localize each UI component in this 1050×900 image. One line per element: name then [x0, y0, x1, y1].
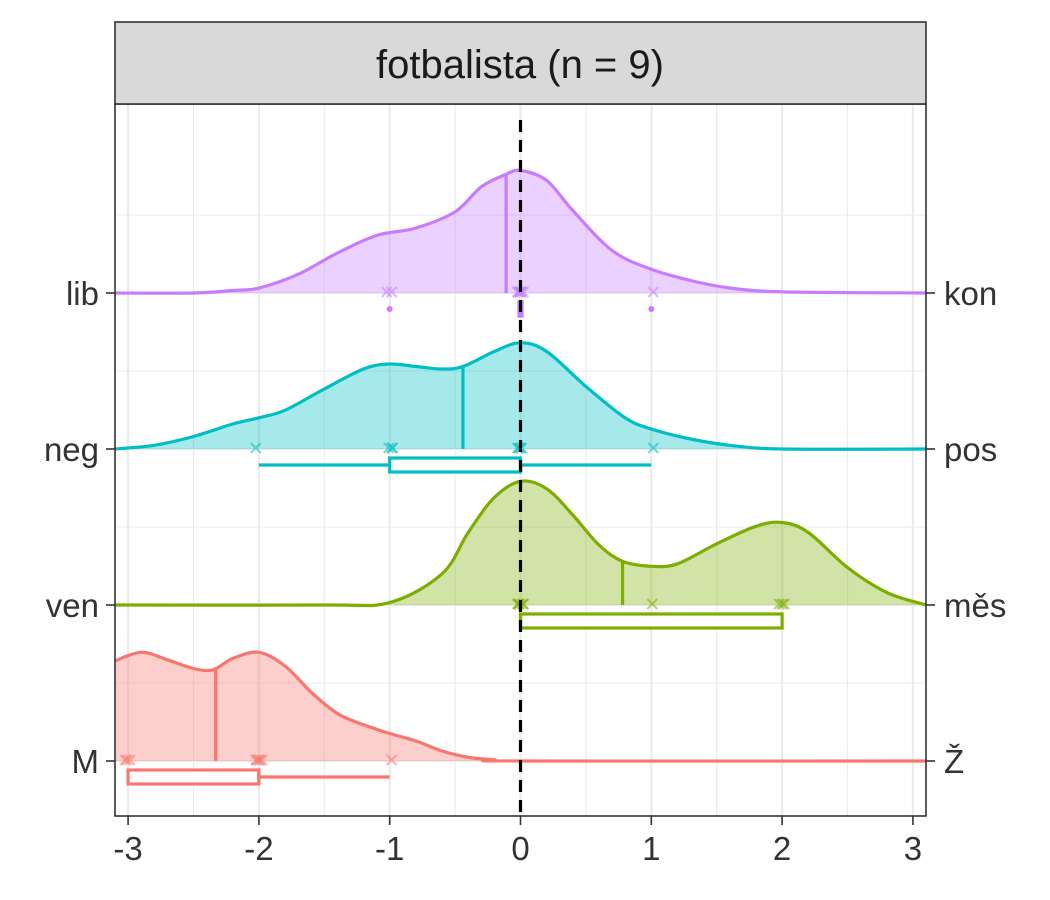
observation-stroke: [253, 754, 265, 766]
observation-point-ven: [778, 598, 790, 610]
observation-point-lib: [380, 286, 393, 298]
observation-point-M: [121, 754, 133, 766]
x-tick-label: -3: [113, 830, 142, 867]
observation-point-lib: [385, 286, 398, 298]
y-label-right-Ž: Ž: [944, 743, 964, 780]
observation-stroke: [776, 598, 788, 610]
observation-stroke: [121, 754, 133, 766]
ridge-neg: [114, 341, 927, 474]
x-tick-label: 1: [642, 830, 660, 867]
observation-point-ven: [773, 598, 785, 610]
observation-stroke: [382, 442, 395, 454]
y-label-left-neg: neg: [44, 431, 99, 468]
y-label-right-pos: pos: [944, 431, 997, 468]
box-neg: [388, 456, 523, 474]
observation-stroke: [250, 442, 262, 454]
observation-point-ven: [776, 598, 788, 610]
density-line-ven: [114, 479, 927, 608]
box-M: [126, 768, 261, 786]
density-area-M: [115, 652, 926, 762]
observation-point-M: [385, 754, 398, 766]
density-line-lib: [114, 168, 927, 295]
observation-stroke: [647, 286, 660, 298]
box-outlier-lib: [648, 306, 655, 312]
box-ven: [518, 612, 784, 630]
observation-point-neg: [382, 442, 395, 454]
observation-stroke: [250, 754, 262, 766]
observation-point-M: [119, 754, 131, 766]
y-label-left-M: M: [72, 743, 100, 780]
observation-stroke: [647, 442, 660, 454]
observation-point-M: [124, 754, 136, 766]
observation-stroke: [773, 598, 785, 610]
observation-stroke: [385, 754, 398, 766]
x-tick-label: -1: [375, 830, 404, 867]
observation-stroke: [386, 442, 399, 454]
box-outlier-lib: [386, 306, 393, 312]
observation-stroke: [380, 286, 393, 298]
observation-point-neg: [250, 442, 262, 454]
facet-title: fotbalista (n = 9): [376, 43, 664, 87]
density-line-M: [114, 650, 927, 763]
observation-point-M: [253, 754, 265, 766]
observation-point-neg: [386, 442, 399, 454]
observation-stroke: [119, 754, 131, 766]
observation-stroke: [385, 286, 398, 298]
density-line-neg: [114, 341, 927, 451]
y-label-right-kon: kon: [944, 275, 997, 312]
ridge-M: [114, 650, 927, 786]
observation-point-ven: [646, 598, 659, 610]
x-tick-label: -2: [244, 830, 273, 867]
observation-point-lib: [647, 286, 660, 298]
observation-point-neg: [647, 442, 660, 454]
observation-point-M: [250, 754, 262, 766]
observation-stroke: [778, 598, 790, 610]
facet-strip: [114, 21, 927, 105]
x-tick-label: 3: [904, 830, 922, 867]
y-label-right-měs: měs: [944, 587, 1006, 624]
density-area-neg: [115, 342, 926, 450]
observation-stroke: [646, 598, 659, 610]
observation-stroke: [124, 754, 136, 766]
y-label-left-lib: lib: [66, 275, 99, 312]
y-label-left-ven: ven: [46, 587, 99, 624]
x-tick-label: 0: [511, 830, 529, 867]
x-tick-label: 2: [773, 830, 791, 867]
